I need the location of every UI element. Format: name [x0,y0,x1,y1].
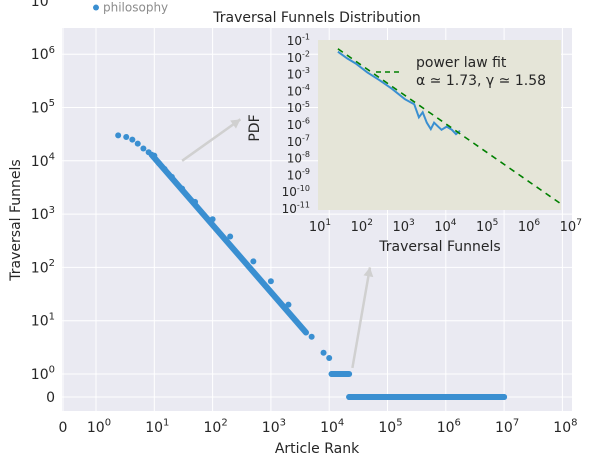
main-point-6 [145,149,152,156]
main-point-10 [168,173,175,180]
main-point-5 [140,145,147,152]
inset-series-fit [337,48,560,204]
inset-y-tick-2: 10-3 [287,66,310,81]
main-point-4 [134,140,141,147]
inset-y-tick-8: 10-9 [287,167,310,182]
pointer-arrow-0 [181,118,242,162]
main-x-tick-labels: 0 100 101 102 103 104 105 106 107 108 [59,418,578,436]
main-point-9 [161,166,168,173]
main-point-17 [285,301,292,308]
main-x-tick-4: 103 [262,418,286,436]
inset-chart: 101 102 103 104 105 106 107 10-110-210-310-410… [247,33,582,255]
inset-y-tick-3: 10-4 [287,83,310,98]
main-series-band-0 [148,151,310,336]
main-x-tick-1: 100 [87,418,111,436]
main-point-1 [115,132,122,139]
main-y-tick-0: 0 [46,390,55,406]
main-point-22 [343,371,350,377]
inset-y-tick-5: 10-6 [287,117,310,132]
main-x-tick-7: 106 [437,418,461,436]
main-point-13 [209,216,216,223]
main-point-2 [123,133,130,140]
main-point-3 [129,136,136,143]
legend-fit-label: power law fit [416,55,507,71]
main-series-points [93,4,508,400]
main-y-tick-2: 101 [31,311,55,329]
main-point-11 [179,185,186,192]
main-point-20 [326,354,333,361]
main-point-23 [346,394,353,400]
inset-pointer-arrows [181,118,374,369]
inset-y-tick-0: 10-1 [287,33,310,48]
inset-y-axis-label: PDF [247,114,263,141]
inset-x-axis-label: Traversal Funnels [378,239,500,255]
main-point-15 [250,258,257,265]
main-x-tick-0: 0 [59,420,68,436]
inset-y-tick-6: 10-7 [287,133,310,148]
inset-series-lines [337,48,560,204]
main-x-tick-6: 105 [378,418,402,436]
main-point-14 [227,233,234,240]
main-point-19 [320,349,327,356]
inset-x-tick-1: 102 [351,218,373,235]
main-point-12 [192,198,199,205]
main-point-16 [267,278,274,285]
main-y-tick-7: 106 [31,45,55,63]
inset-y-tick-10: 10-11 [282,201,310,216]
main-point-8 [155,160,162,167]
legend-fit-params: α ≃ 1.73, γ ≃ 1.58 [416,73,546,89]
main-point-7 [151,152,158,159]
inset-plot-background [318,40,561,210]
inset-y-tick-7: 10-8 [287,150,310,165]
main-x-tick-3: 102 [203,418,227,436]
main-x-tick-9: 108 [553,418,577,436]
main-chart-title: Traversal Funnels Distribution [212,10,421,26]
main-x-axis-label: Article Rank [275,441,360,457]
inset-y-tick-1: 10-2 [287,49,310,64]
main-y-tick-1: 100 [31,365,55,383]
inset-legend: power law fit α ≃ 1.73, γ ≃ 1.58 [376,55,546,89]
main-x-tick-8: 107 [495,418,519,436]
pointer-arrow-1 [351,267,374,369]
inset-y-tick-labels: 10-110-2 10-3 10-4 10-5 10-610-7 10-8 10-9 10-1… [282,33,310,216]
inset-x-tick-2: 103 [392,218,414,235]
main-point-18 [308,333,315,340]
inset-x-tick-0: 101 [309,218,331,235]
main-point-21 [328,371,335,377]
main-y-axis-label: Traversal Funnels [8,159,24,281]
inset-series-data [337,50,461,136]
main-y-tick-6: 105 [31,98,55,116]
inset-x-tick-3: 104 [434,218,457,235]
inset-x-tick-5: 106 [518,218,541,235]
inset-y-tick-9: 10-10 [282,184,310,199]
main-x-tick-2: 101 [145,418,169,436]
inset-x-tick-4: 105 [476,218,498,235]
main-point-0 [93,4,99,11]
main-point-24 [501,394,508,400]
inset-y-tick-4: 10-5 [287,100,310,115]
inset-x-tick-6: 107 [560,218,582,235]
main-y-tick-8: 107 [31,0,55,10]
main-y-tick-4: 103 [31,205,55,223]
philosophy-annotation: philosophy [103,1,168,15]
main-y-tick-3: 102 [31,258,55,276]
inset-x-tick-labels: 101 102 103 104 105 106 107 [309,218,582,235]
main-y-tick-5: 104 [31,152,55,170]
main-x-tick-5: 104 [320,418,344,436]
